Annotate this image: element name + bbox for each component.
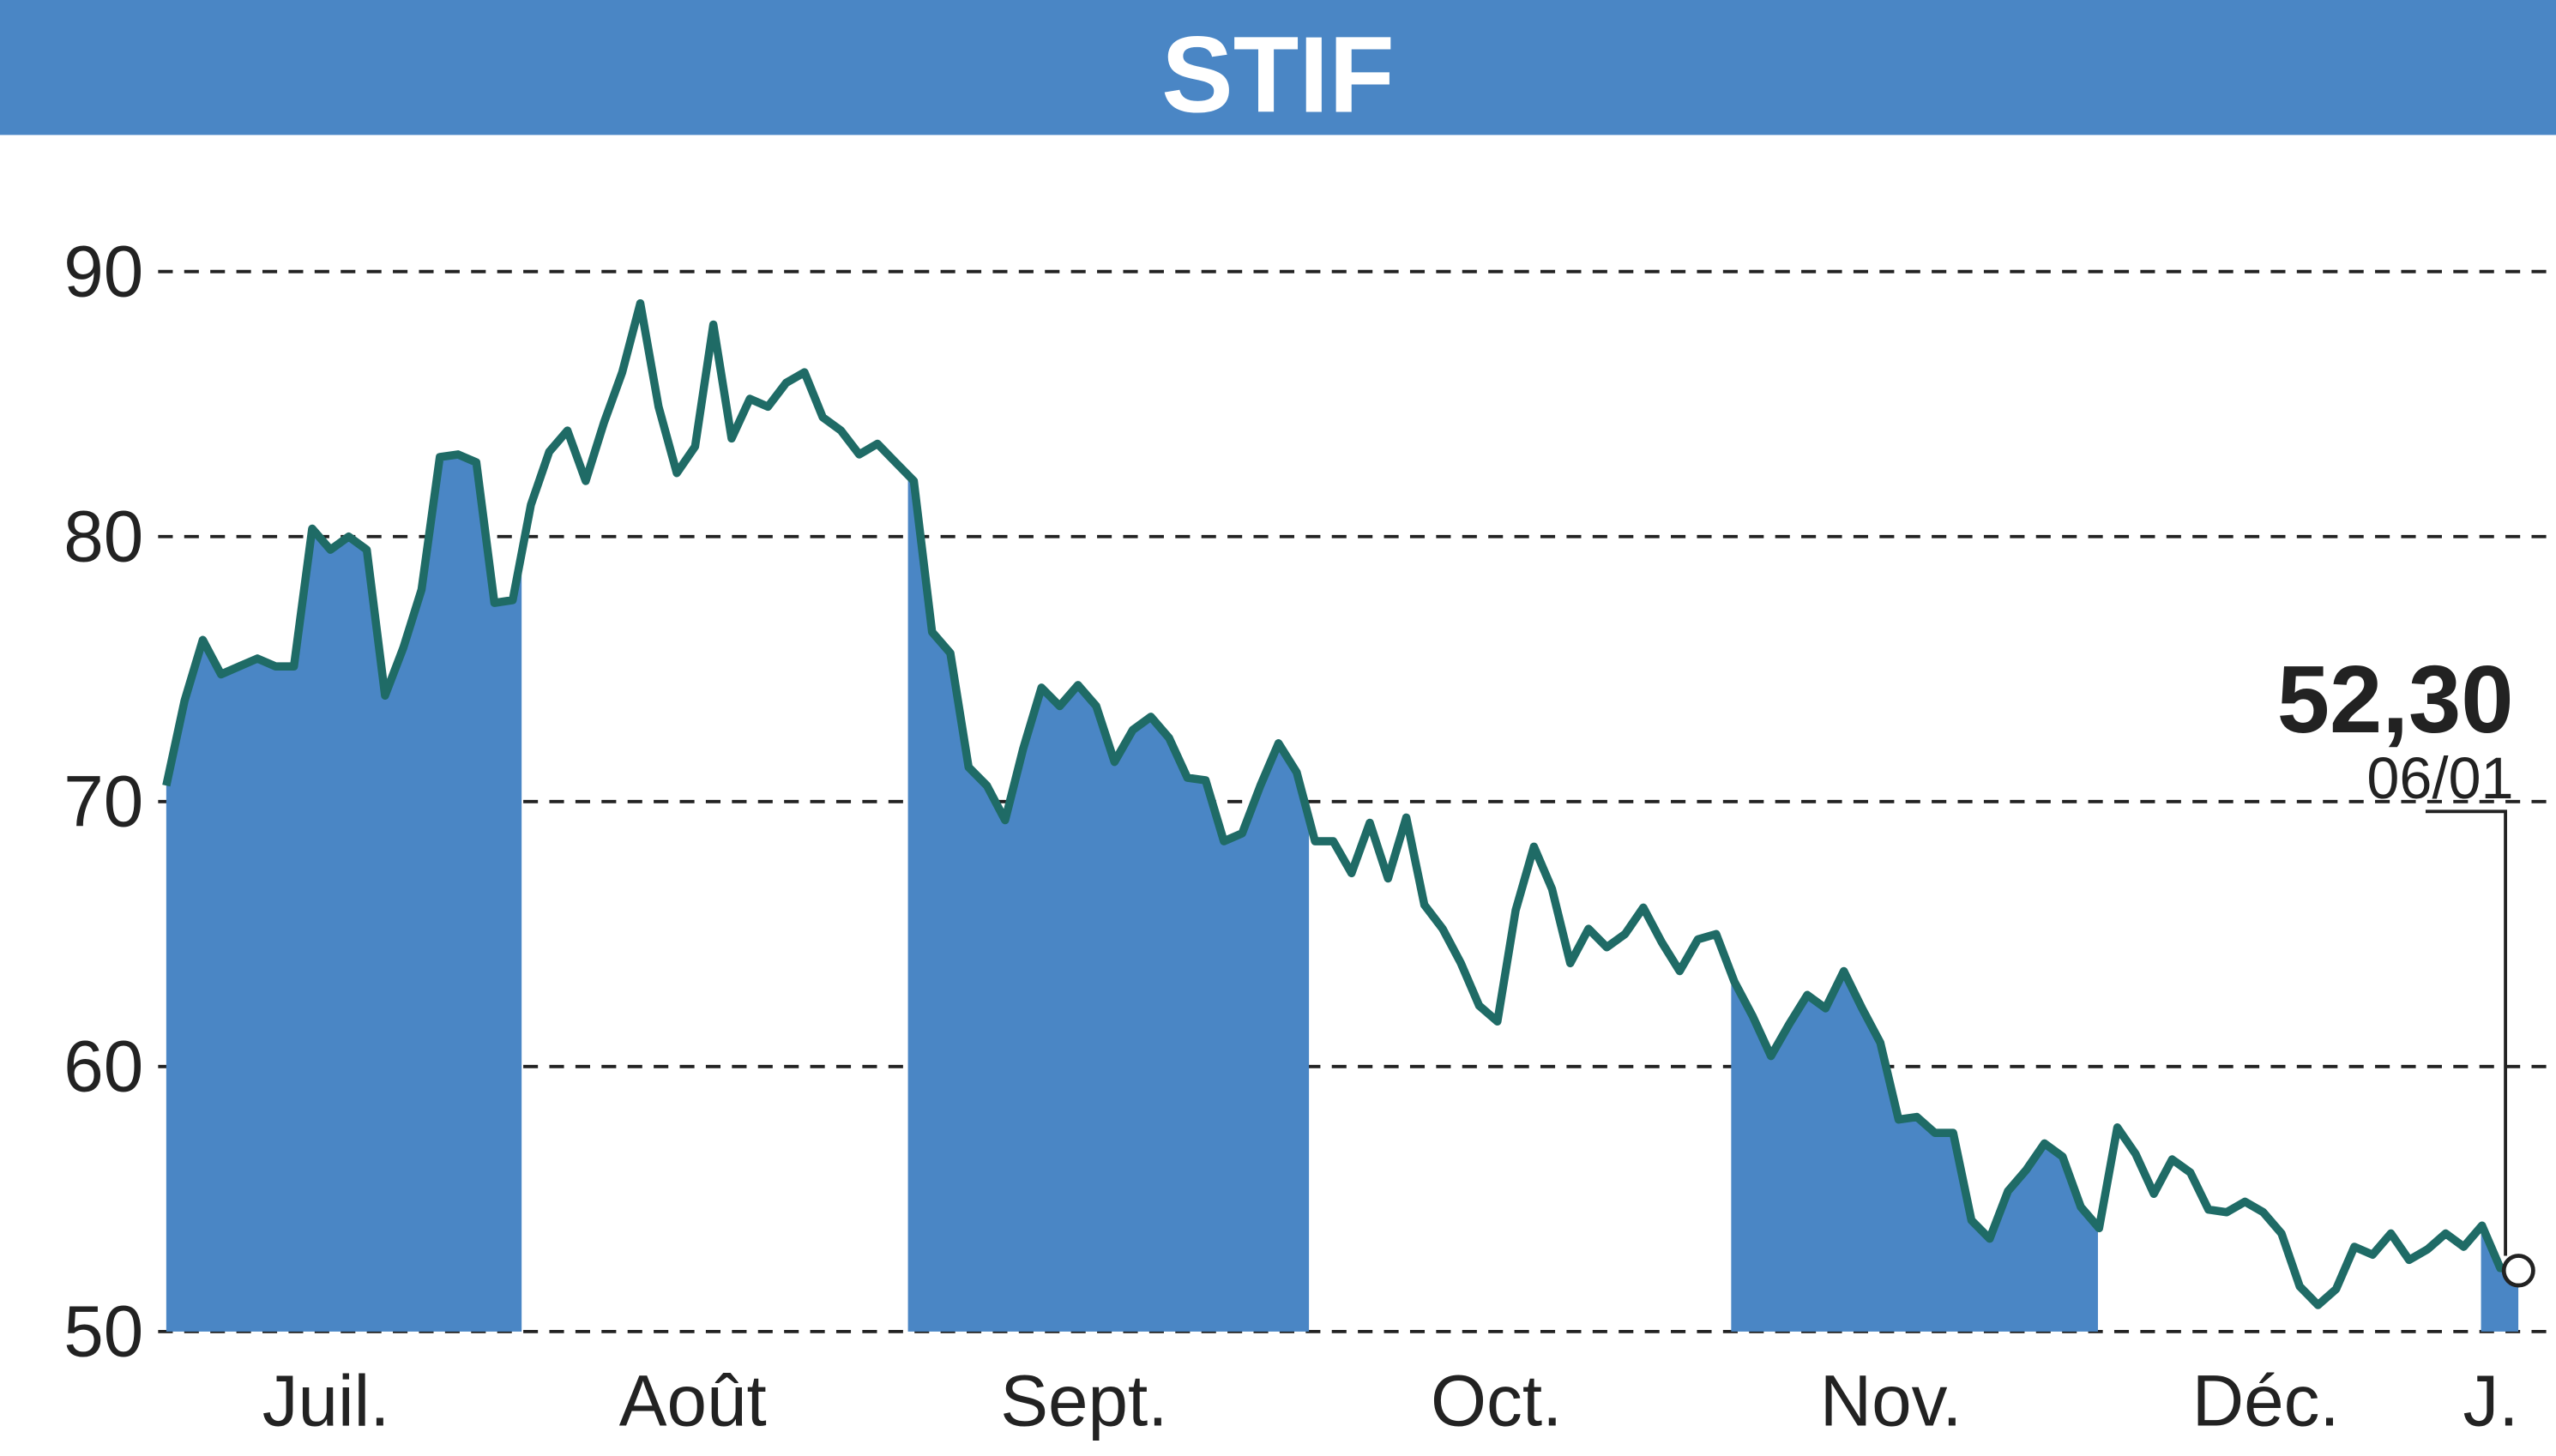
x-tick-label: Déc. [2192, 1360, 2340, 1441]
y-tick-label: 50 [63, 1291, 143, 1371]
y-tick-label: 90 [63, 231, 143, 311]
x-tick-label: Juil. [262, 1360, 390, 1441]
x-tick-label: Août [619, 1360, 767, 1441]
y-tick-label: 60 [63, 1026, 143, 1106]
y-tick-label: 80 [63, 496, 143, 576]
x-tick-label: Oct. [1431, 1360, 1562, 1441]
last-value-label: 52,30 [2277, 647, 2514, 754]
x-tick-label: J. [2463, 1360, 2518, 1441]
x-tick-label: Sept. [1000, 1360, 1167, 1441]
last-point [2501, 1254, 2535, 1288]
chart-title: STIF [1161, 14, 1395, 135]
last-date: 06/01 [2366, 745, 2513, 811]
price-line [162, 298, 2519, 1309]
x-tick-label: Nov. [1820, 1360, 1962, 1441]
y-tick-label: 70 [63, 761, 143, 841]
header-band [0, 0, 2556, 135]
callout-line [2425, 809, 2507, 1256]
